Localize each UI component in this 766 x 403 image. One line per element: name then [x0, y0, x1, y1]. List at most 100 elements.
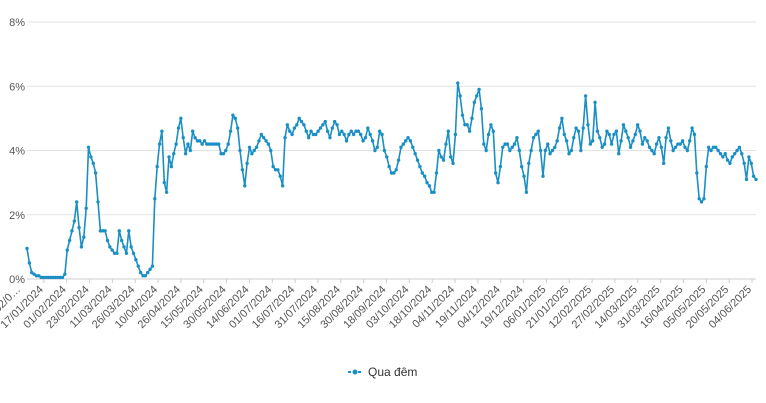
legend[interactable]: Qua đêm	[348, 365, 417, 379]
data-point	[209, 142, 214, 146]
data-point	[489, 123, 493, 127]
data-point	[271, 164, 275, 169]
data-point	[351, 132, 356, 137]
data-point	[484, 148, 488, 153]
data-point	[579, 148, 583, 153]
data-point	[79, 245, 84, 249]
data-point	[205, 142, 209, 146]
data-point	[709, 148, 713, 153]
data-point	[96, 200, 100, 204]
data-point	[77, 225, 81, 230]
data-point	[335, 123, 339, 127]
data-point	[527, 161, 531, 166]
data-point	[349, 129, 353, 133]
data-point	[680, 139, 685, 143]
data-point	[553, 145, 557, 149]
data-point	[581, 126, 585, 130]
data-point	[512, 142, 517, 146]
data-point	[399, 145, 403, 149]
data-point	[704, 164, 708, 169]
data-point	[678, 142, 682, 146]
data-point	[112, 251, 117, 255]
data-point	[221, 152, 226, 156]
data-point	[238, 148, 242, 153]
data-point	[711, 145, 716, 149]
data-point	[288, 129, 292, 133]
data-point	[75, 200, 79, 204]
data-point	[586, 123, 590, 127]
data-point	[82, 235, 86, 239]
data-point	[529, 148, 533, 153]
data-point	[212, 142, 216, 146]
data-point	[98, 229, 103, 233]
data-point	[569, 148, 574, 153]
data-point	[337, 132, 342, 137]
data-point	[72, 219, 77, 223]
data-point	[309, 129, 313, 133]
data-point	[602, 142, 607, 146]
data-point	[550, 148, 555, 153]
data-point	[46, 275, 51, 280]
data-point	[482, 142, 486, 146]
data-point	[356, 129, 361, 133]
data-point	[749, 161, 753, 166]
data-point	[89, 155, 93, 159]
data-point	[583, 94, 588, 98]
data-point	[250, 152, 254, 156]
data-point	[368, 132, 372, 137]
data-point	[39, 275, 43, 280]
data-point	[214, 142, 219, 146]
data-point	[706, 145, 711, 149]
data-point	[626, 135, 630, 140]
data-point	[557, 126, 562, 130]
data-point	[167, 155, 171, 159]
data-point	[127, 229, 131, 233]
data-point	[588, 142, 593, 146]
data-point	[491, 129, 495, 133]
data-point	[44, 275, 48, 280]
data-point	[702, 196, 706, 201]
data-point	[408, 139, 413, 143]
data-point	[190, 129, 195, 133]
data-point	[415, 158, 420, 162]
data-point	[446, 129, 451, 133]
data-point	[200, 142, 204, 146]
data-point	[370, 139, 375, 143]
data-point	[51, 275, 55, 280]
data-point	[470, 116, 474, 121]
gridlines	[27, 21, 756, 280]
data-point	[217, 142, 221, 146]
data-point	[311, 132, 316, 137]
data-point	[444, 142, 448, 146]
data-point	[671, 148, 675, 153]
data-point	[508, 148, 512, 153]
data-point	[193, 135, 197, 140]
data-point	[84, 206, 88, 211]
data-point	[179, 116, 183, 121]
data-point	[297, 116, 301, 121]
data-point	[735, 148, 739, 153]
data-point	[380, 132, 384, 137]
data-point	[458, 94, 462, 98]
data-point	[385, 155, 389, 159]
data-point	[434, 171, 439, 175]
data-point	[56, 275, 60, 280]
data-point	[332, 119, 337, 124]
data-point	[621, 123, 626, 127]
data-point	[477, 87, 481, 92]
data-point	[721, 155, 725, 159]
data-point	[541, 174, 545, 178]
data-point	[683, 145, 687, 149]
data-point	[155, 164, 159, 169]
data-point	[243, 184, 247, 188]
data-point	[162, 180, 166, 185]
data-point	[25, 246, 29, 251]
data-point	[224, 148, 228, 153]
data-point	[453, 132, 458, 137]
data-point	[141, 274, 145, 278]
data-point	[375, 145, 379, 149]
data-point	[202, 139, 207, 143]
data-point	[448, 155, 453, 159]
data-point	[697, 196, 701, 201]
data-point	[562, 132, 566, 137]
